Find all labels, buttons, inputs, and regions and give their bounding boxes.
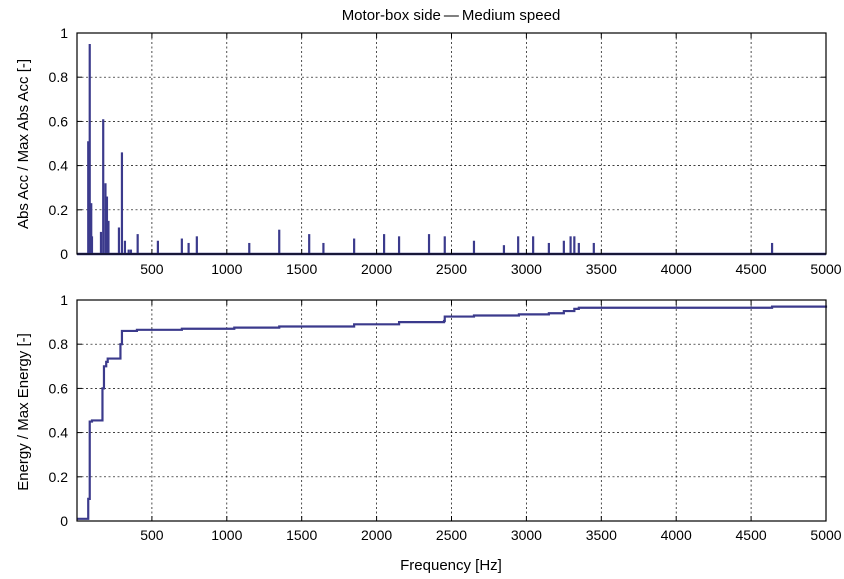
top-y-tick-label: 0.4 — [49, 158, 69, 174]
top-y-tick-label: 0.8 — [49, 69, 69, 85]
bottom-x-tick-label: 1500 — [286, 527, 317, 543]
bottom-y-tick-label: 1 — [60, 292, 68, 308]
bottom-y-tick-label: 0.6 — [49, 380, 69, 396]
top-x-tick-label: 500 — [140, 261, 164, 277]
top-y-tick-label: 1 — [60, 25, 68, 41]
top-x-tick-label: 1000 — [211, 261, 242, 277]
bottom-x-tick-label: 5000 — [810, 527, 841, 543]
bottom-y-tick-label: 0.8 — [49, 336, 69, 352]
bottom-x-tick-label: 4500 — [736, 527, 767, 543]
x-axis-label: Frequency [Hz] — [400, 557, 502, 574]
top-x-tick-label: 2000 — [361, 261, 392, 277]
top-y-tick-label: 0.6 — [49, 113, 69, 129]
top-x-tick-label: 4000 — [661, 261, 692, 277]
energy-plot: 500 1000 1500 2000 2500 3000 3500 4000 4500 5000 0… — [49, 292, 842, 543]
bottom-x-tick-label: 500 — [140, 527, 164, 543]
top-y-tick-label: 0.2 — [49, 202, 69, 218]
spectrum-plot: 500 1000 1500 2000 2500 3000 3500 4000 4500 5000 0… — [49, 25, 842, 277]
bottom-y-tick-label: 0.2 — [49, 469, 69, 485]
bottom-x-tick-label: 2000 — [361, 527, 392, 543]
bottom-y-tick-label: 0 — [60, 513, 68, 529]
top-y-tick-label: 0 — [60, 246, 68, 262]
top-x-tick-label: 3500 — [586, 261, 617, 277]
bottom-x-tick-label: 4000 — [661, 527, 692, 543]
top-x-tick-label: 5000 — [810, 261, 841, 277]
bottom-x-tick-label: 3000 — [511, 527, 542, 543]
bottom-x-tick-label: 1000 — [211, 527, 242, 543]
bottom-x-tick-label: 2500 — [436, 527, 467, 543]
chart-title: Motor-box side — Medium speed — [342, 7, 561, 24]
cumulative-energy-line — [77, 305, 828, 520]
top-x-tick-label: 1500 — [286, 261, 317, 277]
bottom-x-tick-label: 3500 — [586, 527, 617, 543]
bottom-y-axis-label: Energy / Max Energy [-] — [15, 333, 32, 491]
top-y-axis-label: Abs Acc / Max Abs Acc [-] — [15, 59, 32, 229]
top-x-tick-label: 2500 — [436, 261, 467, 277]
top-x-tick-label: 4500 — [736, 261, 767, 277]
top-x-tick-label: 3000 — [511, 261, 542, 277]
bottom-y-tick-label: 0.4 — [49, 425, 69, 441]
